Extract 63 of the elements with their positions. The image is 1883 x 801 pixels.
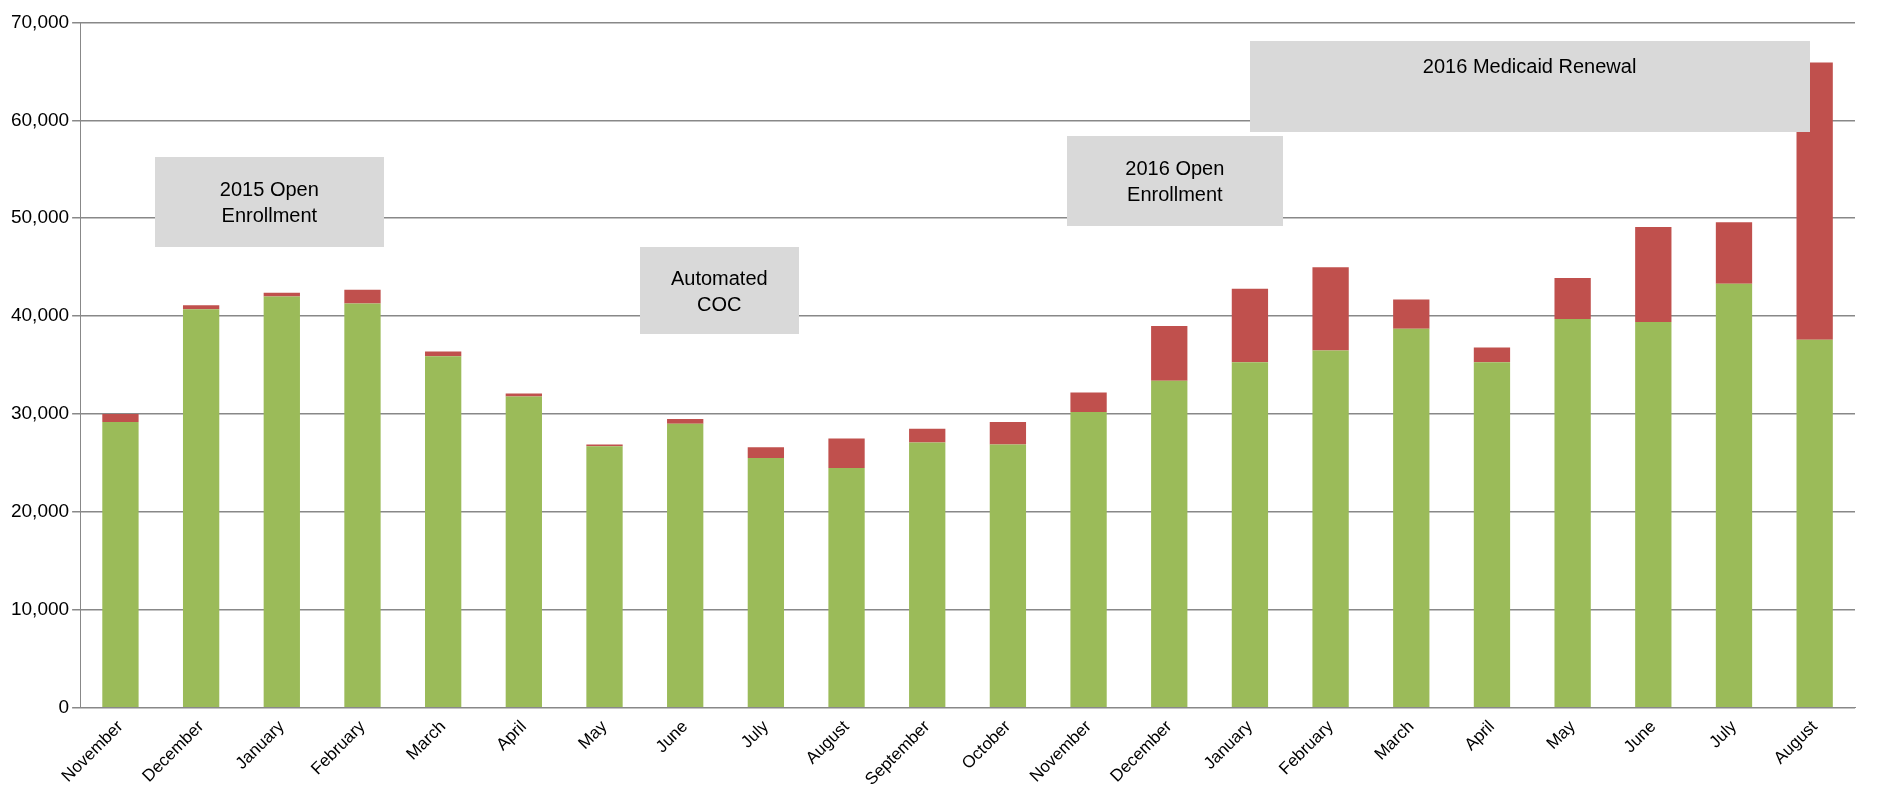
bar bbox=[586, 446, 623, 708]
bar bbox=[1231, 362, 1269, 708]
x-tick-label: July bbox=[1705, 716, 1741, 752]
bar bbox=[182, 309, 220, 708]
bar bbox=[747, 447, 785, 459]
bar bbox=[1393, 328, 1430, 708]
x-tick-label: July bbox=[737, 716, 773, 752]
bar bbox=[344, 289, 381, 304]
y-tick-label: 30,000 bbox=[10, 402, 70, 424]
bar bbox=[1554, 277, 1591, 320]
bar bbox=[828, 438, 865, 468]
x-tick-label: May bbox=[574, 716, 611, 753]
bar bbox=[102, 414, 139, 422]
bar bbox=[667, 418, 704, 424]
annotation: 2016 Open Enrollment bbox=[1124, 155, 1226, 207]
bar bbox=[505, 393, 542, 397]
bar bbox=[828, 467, 865, 708]
bar bbox=[1473, 362, 1511, 708]
bar bbox=[1312, 267, 1349, 351]
x-tick-label: May bbox=[1542, 716, 1580, 753]
bar bbox=[1635, 227, 1672, 323]
bar bbox=[425, 356, 462, 708]
bar bbox=[1796, 62, 1833, 340]
bar bbox=[263, 296, 300, 708]
bar bbox=[909, 442, 946, 708]
bar bbox=[747, 458, 785, 708]
bar bbox=[1796, 339, 1833, 708]
bar bbox=[1554, 319, 1591, 708]
bar bbox=[1151, 325, 1188, 381]
y-tick-label: 50,000 bbox=[10, 206, 70, 228]
bar bbox=[909, 428, 946, 443]
bar bbox=[263, 292, 300, 297]
bar bbox=[1070, 392, 1107, 413]
y-tick-label: 20,000 bbox=[10, 500, 70, 522]
bar bbox=[1231, 288, 1269, 363]
y-tick-label: 0 bbox=[58, 696, 70, 718]
callout-box: 2016 Open Enrollment bbox=[1066, 135, 1284, 226]
annotation: 2016 Medicaid Renewal bbox=[1422, 54, 1637, 80]
bar bbox=[667, 423, 704, 708]
y-tick-label: 70,000 bbox=[10, 10, 70, 32]
bar bbox=[1715, 283, 1753, 708]
y-tick-label: 60,000 bbox=[10, 108, 70, 130]
y-tick-label: 10,000 bbox=[10, 598, 70, 620]
bar bbox=[1151, 380, 1188, 708]
callout-box: 2015 Open Enrollment bbox=[154, 156, 385, 247]
bar bbox=[989, 444, 1027, 708]
y-tick-label: 40,000 bbox=[10, 304, 70, 326]
bar bbox=[182, 305, 220, 310]
bar bbox=[425, 351, 462, 357]
bar bbox=[1473, 347, 1511, 363]
bar bbox=[505, 396, 542, 708]
bar bbox=[1070, 412, 1107, 708]
annotation: 2015 Open Enrollment bbox=[218, 176, 320, 228]
callout-box: Automated COC bbox=[639, 247, 799, 334]
bar bbox=[1312, 350, 1349, 708]
annotation: Automated COC bbox=[669, 265, 769, 317]
callout-box: 2016 Medicaid Renewal bbox=[1249, 41, 1810, 132]
bar bbox=[1635, 322, 1672, 708]
bar bbox=[1393, 299, 1430, 329]
bar bbox=[1715, 222, 1753, 284]
bar bbox=[989, 421, 1027, 445]
bar bbox=[344, 303, 381, 708]
bar bbox=[102, 421, 139, 708]
